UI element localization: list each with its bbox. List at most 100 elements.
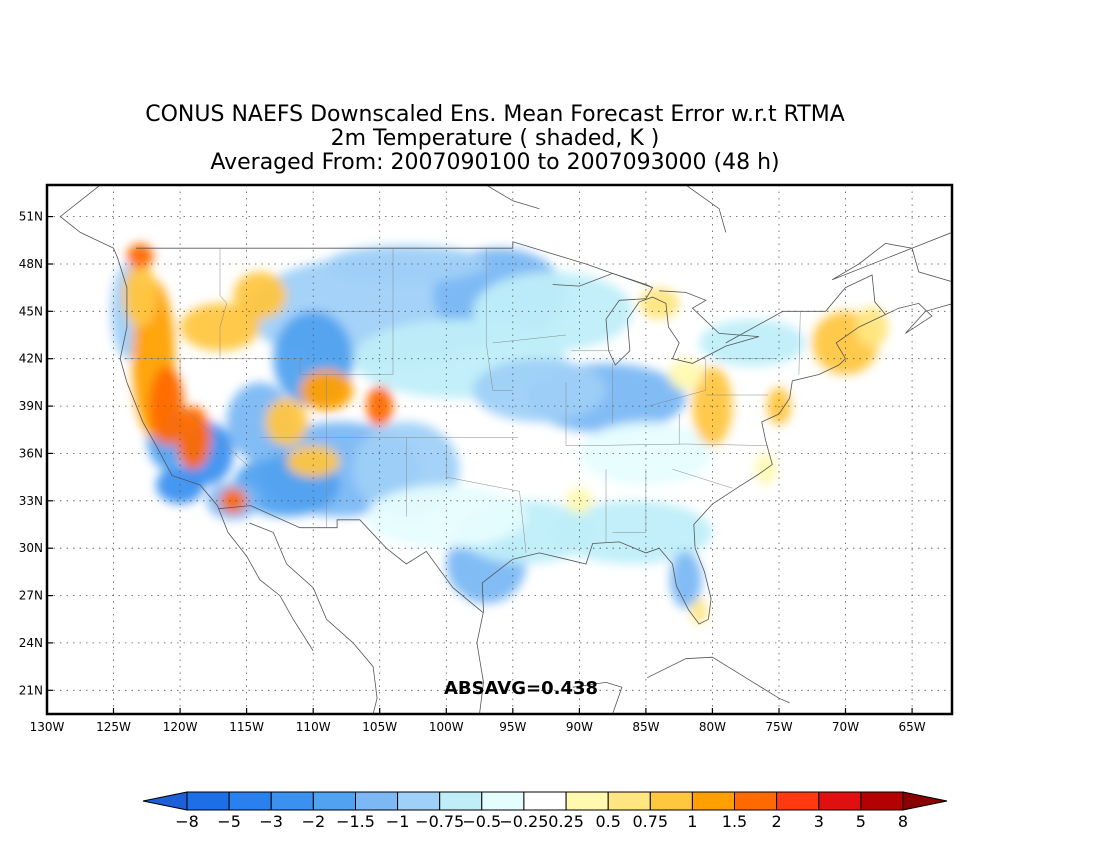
field-blob	[233, 271, 287, 320]
field-blob	[639, 287, 680, 320]
field-blob	[699, 319, 806, 367]
coastlines	[59, 185, 952, 714]
field-blob	[856, 306, 889, 348]
coastline	[485, 185, 540, 210]
field-blob	[176, 406, 211, 470]
field-blob	[220, 488, 247, 514]
field-blob	[149, 366, 185, 446]
lon-tick-label: 125W	[96, 720, 131, 734]
state-border	[446, 445, 527, 553]
colorbar-label: −5	[217, 812, 241, 831]
lat-tick-label: 33N	[19, 494, 43, 508]
colorbar-box	[776, 791, 820, 811]
lon-tick-label: 65W	[899, 720, 926, 734]
title-line-1: CONUS NAEFS Downscaled Ens. Mean Forecas…	[145, 102, 845, 127]
lon-tick-label: 90W	[566, 720, 593, 734]
lat-lon-grid	[47, 185, 952, 714]
lat-tick-label: 39N	[19, 399, 43, 413]
lon-tick-label: 115W	[229, 720, 264, 734]
colorbar-label: 0.25	[548, 812, 584, 831]
lon-tick-label: 95W	[499, 720, 526, 734]
colorbar-box	[439, 791, 483, 811]
latitude-labels: 21N 24N 27N 30N 33N 36N 39N 42N 45N 48N 51N	[19, 210, 53, 697]
coastline	[249, 522, 378, 714]
colorbar-box	[734, 791, 778, 811]
lon-tick-label: 120W	[163, 720, 198, 734]
colorbar-label: 2	[772, 812, 782, 831]
colorbar-label: −2	[302, 812, 326, 831]
colorbar-label: −1	[386, 812, 410, 831]
coastline	[476, 232, 952, 714]
colorbar-box	[818, 791, 862, 811]
colorbar-box	[523, 791, 567, 811]
coastline	[59, 185, 314, 652]
colorbar-label: −8	[175, 812, 199, 831]
coastline	[572, 681, 623, 714]
colorbar-box	[607, 791, 651, 811]
lon-tick-label: 80W	[699, 720, 726, 734]
state-border	[219, 248, 227, 359]
colorbar-box	[186, 791, 230, 811]
state-border	[672, 468, 733, 489]
coastline	[685, 185, 727, 233]
colorbar	[142, 791, 948, 811]
coastline	[552, 272, 760, 366]
state-border	[798, 311, 801, 375]
lat-tick-label: 24N	[19, 636, 43, 650]
colorbar-box	[355, 791, 399, 811]
field-blob	[669, 551, 702, 609]
colorbar-label: 3	[814, 812, 824, 831]
state-border	[492, 334, 567, 344]
colorbar-box	[691, 791, 736, 811]
lon-tick-label: 70W	[832, 720, 859, 734]
colorbar-label: 0.75	[632, 812, 668, 831]
colorbar-box	[860, 791, 904, 811]
colorbar-box	[397, 791, 441, 811]
colorbar-label: 0.5	[595, 812, 620, 831]
lon-tick-label: 75W	[765, 720, 792, 734]
lon-tick-label: 110W	[296, 720, 331, 734]
lat-tick-label: 30N	[19, 541, 43, 555]
colorbar-label: 5	[856, 812, 866, 831]
colorbar-box	[481, 791, 525, 811]
colorbar-box	[649, 791, 693, 811]
colorbar-label: −0.25	[499, 812, 548, 831]
colorbar-box	[228, 791, 272, 811]
lat-tick-label: 51N	[19, 210, 43, 224]
lat-tick-label: 36N	[19, 446, 43, 460]
lat-tick-label: 45N	[19, 304, 43, 318]
colorbar-label: −1.5	[336, 812, 375, 831]
colorbar-box	[565, 791, 609, 811]
colorbar-label: −3	[259, 812, 283, 831]
colorbar-low-triangle	[142, 791, 188, 811]
lat-tick-label: 42N	[19, 352, 43, 366]
coastline	[725, 274, 886, 344]
title-line-3: Averaged From: 2007090100 to 2007093000 …	[210, 150, 780, 175]
colorbar-high-triangle	[902, 791, 948, 811]
lon-tick-label: 105W	[362, 720, 397, 734]
colorbar-label: 1	[687, 812, 697, 831]
state-border	[485, 248, 513, 391]
lon-tick-label: 85W	[632, 720, 659, 734]
colorbar-label: 8	[898, 812, 908, 831]
absavg-label: ABSAVG=0.438	[444, 678, 598, 699]
lat-tick-label: 48N	[19, 257, 43, 271]
field-blob	[126, 243, 154, 269]
colorbar-label: −0.75	[415, 812, 464, 831]
colorbar-box	[312, 791, 356, 811]
state-border	[124, 358, 393, 375]
colorbar-labels: −8 −5 −3 −2 −1.5 −1 −0.75−0.5−0.25 0.25 0.5 0.75 1…	[175, 812, 908, 831]
field-blob	[668, 358, 704, 391]
coastline	[218, 505, 484, 614]
coastline	[647, 656, 790, 704]
lat-tick-label: 27N	[19, 589, 43, 603]
field-blob	[122, 263, 158, 328]
colorbar-label: −0.5	[462, 812, 501, 831]
state-border	[648, 358, 707, 407]
map-frame	[45, 183, 954, 716]
coastline	[136, 241, 653, 288]
lon-tick-label: 130W	[30, 720, 65, 734]
state-border	[566, 443, 769, 446]
colorbar-label: 1.5	[722, 812, 747, 831]
